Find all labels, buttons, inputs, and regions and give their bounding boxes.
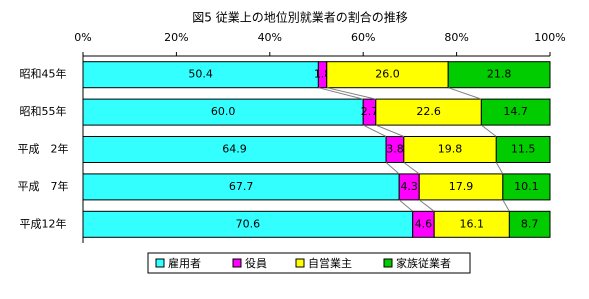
series-line [362, 124, 387, 137]
chart-title: 図5 従業上の地位別就業者の割合の推移 [192, 10, 407, 25]
bar-segment [326, 61, 449, 89]
series-line [502, 199, 510, 212]
value-label: 8.7 [521, 217, 539, 230]
legend-label: 自営業主 [308, 256, 352, 270]
bar-segment [447, 61, 551, 89]
bar-segment [502, 173, 551, 201]
x-tick-label: 100% [534, 31, 565, 44]
bar-segment [508, 210, 551, 238]
value-label: 16.1 [460, 217, 485, 230]
value-label: 14.7 [503, 105, 528, 118]
bar-segment [495, 136, 551, 163]
legend-swatch [232, 258, 242, 268]
value-label: 2.7 [361, 105, 379, 118]
y-tick-label: 昭和55年 [20, 104, 67, 118]
legend-swatch [155, 258, 165, 268]
series-line [495, 162, 504, 175]
x-tick-label: 20% [164, 31, 188, 44]
bar-segment [82, 98, 364, 126]
value-label: 4.3 [400, 180, 418, 193]
bar-segment [375, 98, 482, 126]
value-label: 60.0 [211, 105, 236, 118]
series-line [418, 199, 435, 212]
y-tick-label: 平成12年 [20, 216, 67, 230]
legend-swatch [383, 258, 393, 268]
value-label: 11.5 [511, 143, 536, 156]
legend-label: 家族従業者 [396, 256, 451, 270]
x-tick-label: 60% [351, 31, 375, 44]
value-label: 26.0 [375, 68, 400, 81]
x-tick-label: 0% [74, 31, 91, 44]
y-tick-label: 平成 2年 [18, 142, 69, 156]
series-line [398, 199, 414, 212]
legend-box [147, 252, 471, 274]
value-label: 22.6 [416, 105, 441, 118]
series-line [326, 87, 376, 100]
series-line [375, 124, 405, 137]
y-tick-label: 平成 7年 [18, 179, 69, 193]
legend-swatch [295, 258, 305, 268]
value-label: 3.8 [386, 143, 404, 156]
series-line [403, 162, 420, 175]
value-label: 19.8 [438, 143, 463, 156]
value-label: 21.8 [487, 68, 512, 81]
series-line [318, 87, 364, 100]
legend-label: 雇用者 [168, 256, 201, 270]
legend-label: 役員 [245, 256, 267, 270]
series-line [448, 87, 482, 100]
bar-segment [82, 173, 400, 201]
value-label: 64.9 [222, 143, 247, 156]
bar-segment [433, 210, 510, 238]
bar-segment [403, 136, 497, 163]
value-label: 70.6 [236, 217, 261, 230]
value-label: 17.9 [449, 180, 474, 193]
bar-segment [82, 61, 319, 89]
bar-segment [82, 136, 387, 163]
x-tick-label: 80% [444, 31, 468, 44]
value-label: 4.6 [415, 217, 433, 230]
value-label: 67.7 [229, 180, 254, 193]
value-label: 10.1 [514, 180, 539, 193]
y-tick-label: 昭和45年 [20, 67, 67, 81]
series-line [481, 124, 497, 137]
bar-segment [82, 210, 414, 238]
x-tick-label: 40% [258, 31, 282, 44]
series-line [385, 162, 400, 175]
bar-segment [480, 98, 551, 126]
value-label: 50.4 [188, 68, 213, 81]
